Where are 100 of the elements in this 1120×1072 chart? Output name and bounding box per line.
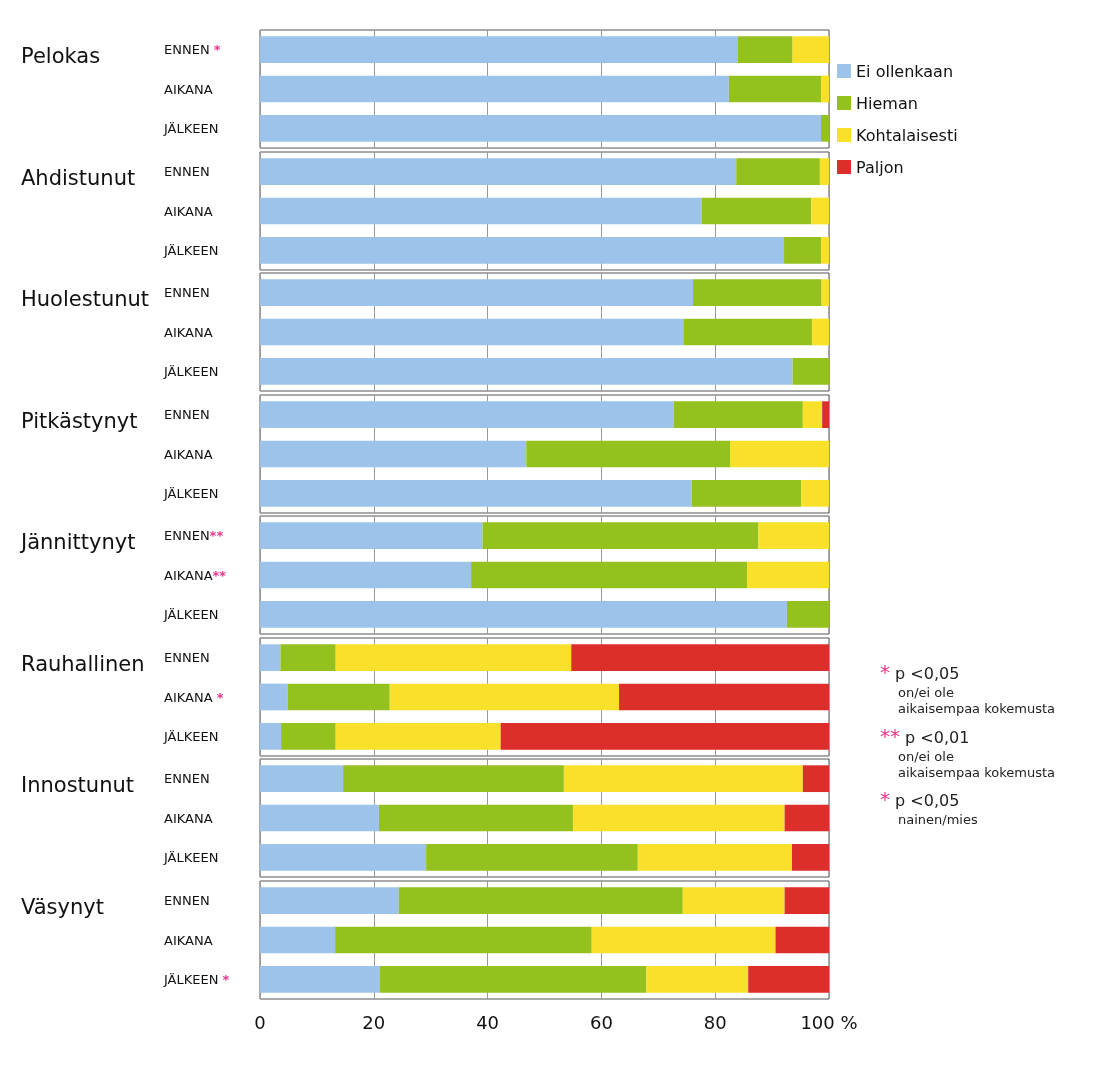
bar	[335, 722, 501, 750]
bar	[378, 804, 573, 832]
bar	[260, 683, 288, 710]
y-tick-label: JÄLKEEN	[163, 363, 219, 379]
bar	[260, 400, 674, 428]
bar	[426, 843, 638, 871]
y-tick-label: ENNEN	[164, 163, 210, 179]
bar	[591, 926, 776, 953]
y-tick-label: AIKANA	[164, 324, 213, 340]
bar	[811, 318, 829, 346]
y-tick-label: AIKANA**	[164, 567, 227, 583]
y-tick-label: JÄLKEEN	[163, 242, 219, 258]
bar	[682, 886, 785, 914]
y-tick-label: AIKANA	[164, 203, 213, 218]
bar	[758, 522, 829, 550]
y-tick-label: JÄLKEEN	[163, 485, 219, 501]
y-tick-label: AIKANA	[164, 81, 213, 97]
text: * p <0,05 nainen/mies	[880, 787, 979, 829]
bar	[821, 279, 829, 307]
y-tick-label: AIKANA	[164, 446, 213, 461]
text: Huolestunut	[21, 286, 150, 311]
bar	[260, 357, 793, 385]
y-tick-label: JÄLKEEN	[163, 849, 219, 865]
bar	[260, 479, 692, 507]
text: Väsynyt	[21, 894, 104, 918]
y-tick-label: ENNEN *	[164, 42, 221, 58]
bar	[728, 75, 822, 103]
x-tick-label: 100 %	[800, 1011, 858, 1032]
text: Ahdistunut	[21, 165, 136, 189]
y-tick-label: AIKANA	[164, 932, 213, 947]
bar	[736, 157, 820, 185]
y-tick-label: ENNEN	[164, 892, 210, 908]
legend-label: Paljon	[856, 157, 904, 177]
bar	[748, 965, 829, 993]
bar	[802, 765, 829, 793]
y-tick-label: ENNEN	[164, 649, 210, 665]
bar	[821, 236, 829, 264]
bar	[281, 722, 336, 750]
bar	[775, 926, 829, 953]
bar	[280, 643, 336, 671]
bar	[786, 600, 829, 628]
y-tick-label: ENNEN	[164, 406, 210, 422]
bar	[260, 843, 427, 871]
y-tick-label: JÄLKEEN	[163, 606, 219, 622]
x-tick-label: 60	[589, 1011, 613, 1032]
bar	[784, 236, 822, 264]
bar	[335, 643, 572, 671]
bar	[471, 561, 748, 589]
bar	[260, 75, 729, 103]
legend-label: Hieman	[856, 93, 918, 113]
bar	[260, 36, 738, 64]
y-tick-label: JÄLKEEN *	[163, 971, 230, 987]
bar	[792, 357, 829, 385]
bar	[729, 440, 829, 467]
bar	[260, 765, 344, 793]
bar	[619, 683, 829, 710]
text: Rauhallinen	[21, 651, 145, 675]
bar	[572, 804, 785, 832]
text: Pitkästynyt	[21, 408, 138, 432]
bar	[526, 440, 730, 467]
bar	[260, 157, 737, 185]
bar	[482, 522, 759, 550]
bar	[260, 279, 694, 307]
bar	[260, 600, 787, 628]
bar	[802, 400, 823, 428]
text: Innostunut	[21, 772, 134, 797]
y-tick-label: ENNEN**	[164, 528, 224, 544]
bar	[792, 36, 829, 64]
bar	[701, 197, 812, 224]
bar	[819, 157, 829, 185]
bar	[691, 479, 802, 507]
bar	[260, 440, 527, 467]
bar	[737, 36, 793, 64]
bar	[821, 114, 829, 142]
x-tick-label: 40	[476, 1011, 500, 1032]
bar	[500, 722, 829, 750]
bar	[260, 114, 822, 142]
text: ** p <0,01 on/ei ole aikaisempaa kokemusta	[880, 723, 1057, 781]
bar	[784, 886, 829, 914]
legend-label: Kohtalaisesti	[856, 125, 958, 145]
text: * p <0,05 on/ei ole aikaisempaa kokemusta	[880, 660, 1057, 718]
bar	[287, 683, 390, 710]
bar	[260, 804, 379, 832]
y-tick-label: JÄLKEEN	[163, 120, 219, 136]
bar	[260, 318, 684, 346]
bar	[260, 886, 399, 914]
bar	[260, 561, 472, 589]
bar	[563, 765, 803, 793]
x-tick-label: 20	[362, 1011, 386, 1032]
bar	[792, 843, 829, 871]
bar	[260, 236, 785, 264]
bar	[380, 965, 647, 993]
bar	[693, 279, 822, 307]
bar	[335, 926, 592, 953]
bar	[637, 843, 793, 871]
bar	[646, 965, 749, 993]
text: Pelokas	[21, 43, 101, 68]
bar	[260, 965, 381, 993]
y-tick-label: ENNEN	[164, 285, 210, 301]
bar	[683, 318, 812, 346]
